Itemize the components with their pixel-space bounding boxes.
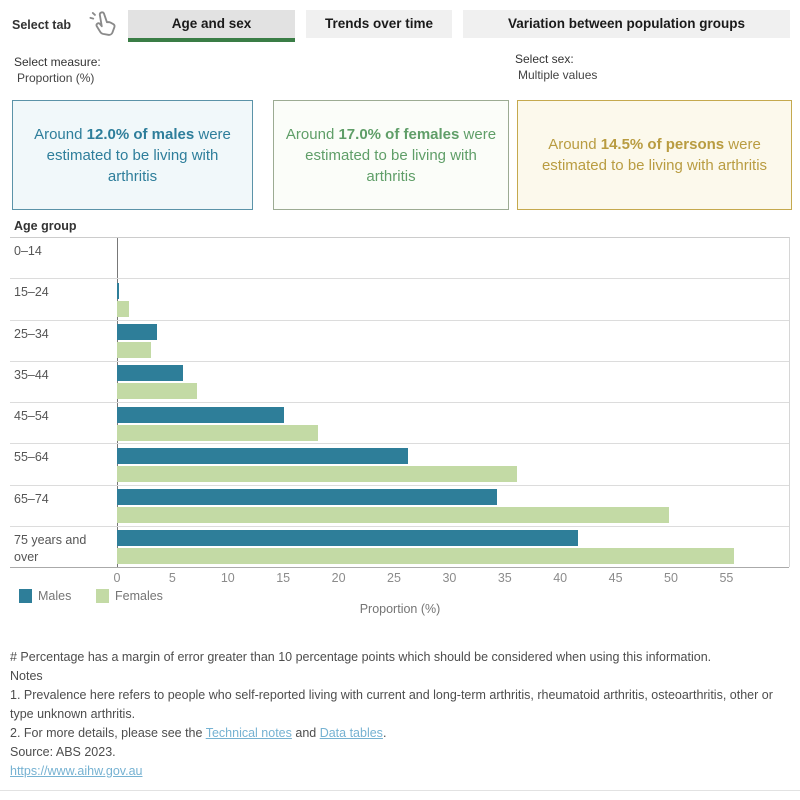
age-group-label: 15–24 [14, 285, 49, 300]
x-tick-45: 45 [608, 571, 623, 585]
legend-label-males: Males [38, 589, 72, 603]
bar-females-35-44[interactable] [117, 383, 197, 400]
x-tick-20: 20 [331, 571, 346, 585]
males-swatch [19, 589, 32, 603]
x-tick-30: 30 [442, 571, 457, 585]
bottom-divider [0, 790, 800, 791]
x-tick-5: 5 [168, 571, 176, 585]
x-tick-35: 35 [497, 571, 512, 585]
chart-row: 35–44 [10, 362, 789, 403]
summary-card-females: Around 17.0% of females were estimated t… [273, 100, 509, 210]
note-2: 2. For more details, please see the Tech… [10, 726, 387, 740]
aihw-url-link[interactable]: https://www.aihw.gov.au [10, 764, 143, 778]
note-1: 1. Prevalence here refers to people who … [10, 688, 773, 721]
age-group-label: 55–64 [14, 450, 49, 465]
bar-males-15-24[interactable] [117, 282, 120, 299]
bar-females-15-24[interactable] [117, 300, 130, 317]
tab-trends-over-time[interactable]: Trends over time [306, 10, 452, 38]
tab-variation-between-population-groups[interactable]: Variation between population groups [463, 10, 790, 38]
x-tick-40: 40 [553, 571, 568, 585]
select-tab-label: Select tab [12, 18, 72, 32]
summary-card-males-text: Around 12.0% of males were estimated to … [34, 125, 231, 185]
bar-males-25-34[interactable] [117, 324, 157, 340]
chart-row: 65–74 [10, 486, 789, 527]
sex-dropdown[interactable]: Multiple values [518, 68, 598, 82]
bar-males-65-74[interactable] [117, 489, 498, 505]
x-tick-15: 15 [276, 571, 291, 585]
bar-females-65-74[interactable] [117, 507, 669, 523]
x-tick-0: 0 [113, 571, 121, 585]
chart-row: 15–24 [10, 279, 789, 321]
chart-row: 75 years and over [10, 527, 789, 568]
summary-card-females-text: Around 17.0% of females were estimated t… [285, 125, 497, 185]
x-tick-50: 50 [664, 571, 678, 585]
legend-item-females: Females [96, 589, 163, 603]
select-measure-label: Select measure: [14, 55, 101, 69]
chart-row: 45–54 [10, 403, 789, 445]
notes-heading: Notes [10, 669, 43, 683]
age-group-label: 75 years and over [14, 532, 87, 564]
tab-age-and-sex[interactable]: Age and sex [128, 10, 295, 42]
bar-males-35-44[interactable] [117, 365, 184, 382]
legend-label-females: Females [115, 589, 163, 603]
technical-notes-link[interactable]: Technical notes [205, 726, 292, 740]
legend-item-males: Males [19, 589, 71, 603]
measure-dropdown[interactable]: Proportion (%) [17, 71, 95, 85]
age-group-header: Age group [14, 219, 77, 233]
x-axis-tick-labels: 0 5 10 15 20 25 30 35 40 45 50 55 [10, 571, 800, 587]
x-axis-title: Proportion (%) [359, 602, 441, 616]
bar-females-75-years-and-over[interactable] [117, 548, 735, 565]
summary-card-males: Around 12.0% of males were estimated to … [12, 100, 253, 210]
bar-chart-plot-area: 0–14 15–24 25–34 35–44 45–54 55–64 65–74 75 yea… [10, 237, 790, 568]
bar-females-45-54[interactable] [117, 424, 318, 441]
source-note: Source: ABS 2023. [10, 745, 116, 759]
footer-notes: # Percentage has a margin of error great… [10, 648, 786, 781]
x-tick-55: 55 [719, 571, 734, 585]
chart-row: 0–14 [10, 238, 789, 280]
summary-card-persons: Around 14.5% of persons were estimated t… [517, 100, 792, 210]
x-tick-25: 25 [387, 571, 401, 585]
age-group-label: 65–74 [14, 491, 49, 506]
chart-row: 25–34 [10, 321, 789, 362]
select-sex-label: Select sex: [515, 52, 574, 66]
bar-males-55-64[interactable] [117, 447, 409, 464]
summary-card-persons-text: Around 14.5% of persons were estimated t… [541, 136, 768, 174]
age-group-label: 35–44 [14, 367, 49, 382]
margin-of-error-note: # Percentage has a margin of error great… [10, 650, 712, 664]
bar-females-25-34[interactable] [117, 342, 152, 358]
bar-males-75-years-and-over[interactable] [117, 530, 578, 547]
tap-hand-icon [89, 11, 116, 36]
data-tables-link[interactable]: Data tables [319, 726, 383, 740]
age-group-label: 25–34 [14, 326, 49, 341]
age-group-label: 0–14 [14, 244, 42, 258]
x-tick-10: 10 [220, 571, 235, 585]
bar-males-45-54[interactable] [117, 406, 285, 423]
females-swatch [96, 589, 109, 603]
chart-row: 55–64 [10, 444, 789, 486]
bar-females-55-64[interactable] [117, 465, 517, 482]
y-axis-line [117, 238, 118, 568]
age-group-label: 45–54 [14, 409, 49, 423]
